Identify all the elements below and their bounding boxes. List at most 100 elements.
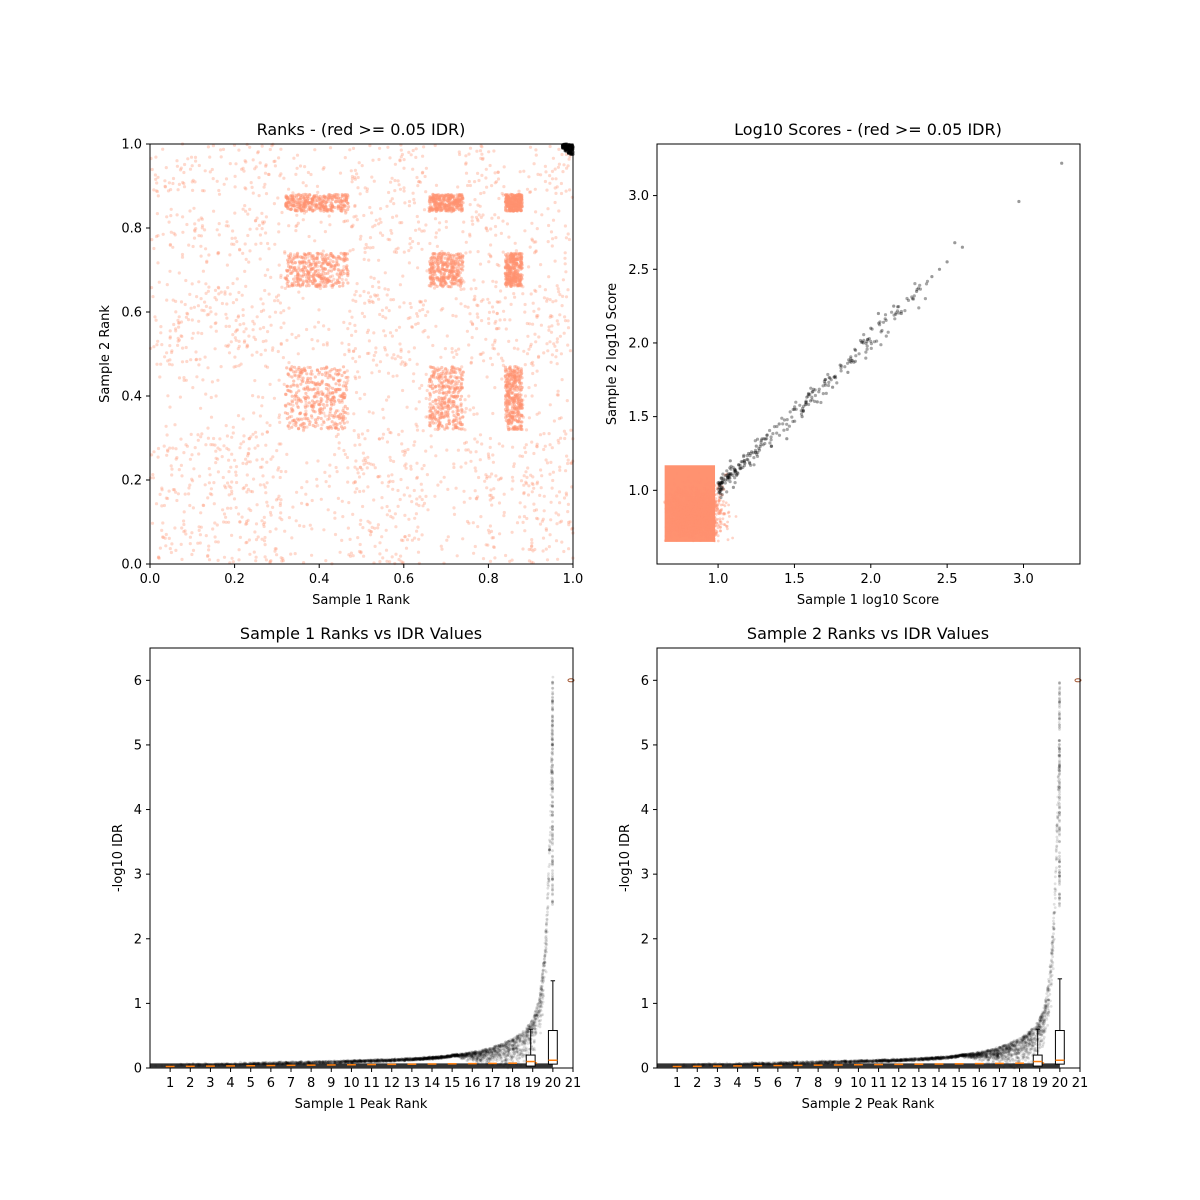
ranks-fail-point: [155, 343, 159, 347]
ranks-fail-point: [567, 547, 571, 551]
ranks-fail-point: [344, 198, 348, 202]
ranks-fail-point: [427, 209, 431, 213]
ranks-fail-point: [435, 244, 439, 248]
ranks-fail-point: [290, 332, 294, 336]
ranks-fail-point: [461, 370, 465, 374]
ranks-fail-point: [553, 167, 557, 171]
ranks-fail-point: [366, 429, 370, 433]
ranks-fail-point: [206, 145, 210, 149]
ranks-fail-point: [351, 146, 356, 150]
ranks-fail-point: [289, 254, 293, 258]
ranks-fail-point: [281, 559, 285, 563]
ranks-fail-point: [391, 374, 395, 378]
ranks-fail-point: [438, 221, 442, 225]
ranks-fail-point: [276, 196, 280, 200]
ranks-fail-point: [276, 497, 280, 501]
ranks-fail-point: [546, 240, 550, 244]
ranks-fail-point: [332, 376, 336, 380]
ranks-fail-point: [357, 161, 361, 165]
ranks-fail-point: [182, 519, 186, 523]
ranks-fail-point: [473, 437, 477, 441]
ranks-fail-point: [243, 186, 247, 190]
ranks-fail-point: [498, 318, 502, 322]
ranks-fail-point: [535, 227, 539, 231]
ranks-fail-point: [453, 404, 457, 408]
ranks-fail-point: [427, 397, 432, 401]
ranks-fail-point: [237, 548, 241, 552]
ranks-fail-point: [518, 404, 522, 408]
ranks-fail-point: [209, 395, 213, 400]
ranks-fail-point: [158, 492, 162, 496]
ranks-fail-point: [562, 163, 566, 167]
ranks-fail-point: [366, 291, 371, 295]
ranks-fail-point: [516, 256, 520, 261]
ranks-fail-point: [472, 278, 476, 282]
ranks-fail-point: [421, 154, 425, 158]
ranks-fail-point: [176, 343, 180, 347]
ranks-fail-point: [567, 237, 572, 242]
ranks-fail-point: [552, 342, 556, 346]
ranks-fail-point: [269, 559, 273, 563]
ranks-fail-point: [551, 300, 555, 304]
ranks-fail-point: [527, 547, 531, 552]
ranks-fail-point: [261, 395, 265, 400]
ranks-fail-point: [351, 356, 355, 360]
ranks-fail-point: [390, 334, 394, 338]
ranks-fail-point: [566, 458, 570, 462]
ranks-fail-point: [177, 468, 181, 472]
ranks-fail-point: [455, 411, 459, 415]
ranks-fail-point: [447, 399, 452, 403]
ranks-fail-point: [248, 249, 252, 253]
ranks-fail-point: [346, 201, 350, 205]
ranks-fail-point: [388, 479, 392, 483]
ranks-fail-point: [502, 309, 506, 313]
ranks-fail-point: [383, 287, 387, 291]
ranks-fail-point: [292, 277, 296, 281]
ranks-fail-point: [391, 215, 395, 219]
ranks-fail-point: [547, 328, 551, 332]
ranks-fail-point: [304, 417, 308, 421]
ranks-fail-point: [182, 376, 186, 380]
ranks-fail-point: [288, 265, 293, 270]
ranks-fail-point: [298, 205, 302, 209]
ranks-fail-point: [214, 461, 218, 465]
ranks-fail-point: [197, 280, 201, 284]
ranks-fail-point: [296, 276, 300, 280]
ranks-fail-point: [430, 383, 435, 387]
ranks-fail-point: [310, 256, 314, 260]
ranks-fail-point: [271, 475, 275, 479]
ranks-fail-point: [338, 421, 342, 425]
ranks-fail-point: [241, 487, 245, 491]
ranks-fail-point: [170, 542, 174, 546]
ranks-fail-point: [495, 300, 499, 304]
ranks-fail-point: [191, 188, 195, 192]
ranks-fail-point: [415, 362, 419, 366]
ranks-fail-point: [540, 519, 545, 523]
ranks-fail-point: [232, 242, 236, 246]
ranks-fail-point: [429, 434, 433, 438]
ranks-fail-point: [454, 297, 458, 301]
ranks-fail-point: [341, 409, 345, 413]
ranks-fail-point: [204, 392, 208, 396]
ranks-fail-point: [168, 329, 172, 333]
ranks-fail-point: [351, 512, 355, 517]
ranks-fail-point: [238, 248, 242, 252]
ranks-fail-point: [358, 542, 362, 547]
ranks-fail-point: [191, 331, 195, 335]
ranks-fail-point: [452, 254, 456, 258]
ranks-fail-point: [423, 174, 427, 179]
ranks-fail-point: [414, 512, 418, 516]
ranks-fail-point: [469, 287, 473, 291]
ranks-fail-point: [324, 559, 328, 563]
ranks-fail-point: [411, 191, 415, 195]
ranks-fail-point: [188, 535, 192, 539]
ranks-fail-point: [384, 316, 388, 320]
ranks-fail-point: [180, 360, 185, 364]
ranks-fail-point: [529, 473, 533, 477]
ranks-fail-point: [468, 496, 472, 500]
ranks-fail-point: [374, 294, 378, 298]
ranks-fail-point: [420, 467, 424, 471]
ranks-fail-point: [225, 446, 229, 450]
ranks-fail-point: [415, 497, 419, 501]
ranks-fail-point: [433, 217, 438, 221]
